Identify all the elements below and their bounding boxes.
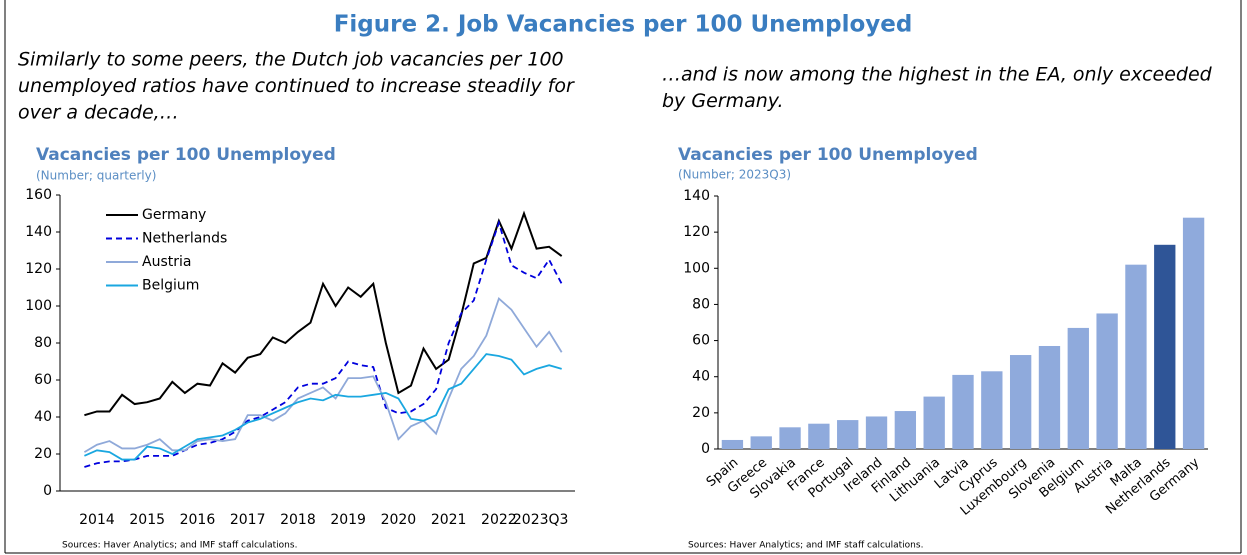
figure-title: Figure 2. Job Vacancies per 100 Unemploy… xyxy=(334,12,913,38)
x-tick-label: 2018 xyxy=(280,512,316,528)
bar xyxy=(1038,345,1061,449)
bar xyxy=(981,371,1003,449)
chart-title: Vacancies per 100 Unemployed xyxy=(678,145,978,165)
y-tick-label: 120 xyxy=(683,224,710,240)
y-tick-label: 100 xyxy=(683,260,710,276)
bar xyxy=(894,411,917,449)
y-tick-label: 20 xyxy=(34,446,52,462)
bar xyxy=(923,396,945,449)
y-tick-label: 60 xyxy=(692,333,710,349)
bar xyxy=(1096,313,1118,449)
y-tick-label: 60 xyxy=(34,372,52,388)
y-tick-label: 0 xyxy=(43,483,52,499)
bar xyxy=(837,420,859,449)
y-tick-label: 80 xyxy=(34,335,52,351)
bar xyxy=(750,436,772,449)
x-tick-label: 2017 xyxy=(230,512,266,528)
caption-line: …and is now among the highest in the EA,… xyxy=(662,64,1213,86)
series-line xyxy=(84,353,562,461)
legend-label: Austria xyxy=(142,254,191,270)
caption-line: unemployed ratios have continued to incr… xyxy=(18,75,575,97)
chart-subtitle: (Number; quarterly) xyxy=(36,169,156,183)
series-line xyxy=(84,219,563,468)
caption-line: by Germany. xyxy=(662,90,784,112)
y-tick-label: 40 xyxy=(34,409,52,425)
x-tick-label: 2016 xyxy=(180,512,216,528)
bar xyxy=(1009,355,1032,449)
x-tick-label: 2019 xyxy=(330,512,366,528)
y-tick-label: 80 xyxy=(692,296,710,312)
y-tick-label: 120 xyxy=(25,261,52,277)
chart-title: Vacancies per 100 Unemployed xyxy=(36,145,336,165)
bar xyxy=(865,416,888,449)
y-tick-label: 20 xyxy=(692,405,710,421)
legend-label: Germany xyxy=(142,207,206,223)
bar xyxy=(1125,264,1147,449)
x-tick-label: 2020 xyxy=(381,512,417,528)
source-note: Sources: Haver Analytics; and IMF staff … xyxy=(62,541,297,551)
chart-subtitle: (Number; 2023Q3) xyxy=(678,168,791,182)
bar xyxy=(952,374,974,449)
x-tick-label: 2021 xyxy=(431,512,467,528)
x-tick-label: 2023Q3 xyxy=(513,512,569,528)
x-tick-label: 2022 xyxy=(481,512,517,528)
series-line xyxy=(83,297,563,453)
source-note: Sources: Haver Analytics; and IMF staff … xyxy=(688,541,923,551)
x-tick-label: 2014 xyxy=(79,512,115,528)
legend-label: Netherlands xyxy=(142,231,227,247)
caption-line: over a decade,… xyxy=(18,102,179,124)
y-tick-label: 100 xyxy=(25,298,52,314)
y-tick-label: 140 xyxy=(683,188,710,204)
bar xyxy=(779,427,801,449)
y-tick-label: 0 xyxy=(701,441,710,457)
y-tick-label: 40 xyxy=(692,369,710,385)
caption-line: Similarly to some peers, the Dutch job v… xyxy=(18,49,564,71)
bar xyxy=(721,439,744,449)
series-line xyxy=(84,210,563,417)
bar xyxy=(1182,217,1205,449)
bar xyxy=(1067,327,1089,449)
legend-label: Belgium xyxy=(142,278,199,294)
y-tick-label: 140 xyxy=(25,224,52,240)
bar xyxy=(808,423,830,449)
bar xyxy=(1154,244,1176,449)
y-tick-label: 160 xyxy=(25,187,52,203)
x-tick-label: 2015 xyxy=(129,512,165,528)
